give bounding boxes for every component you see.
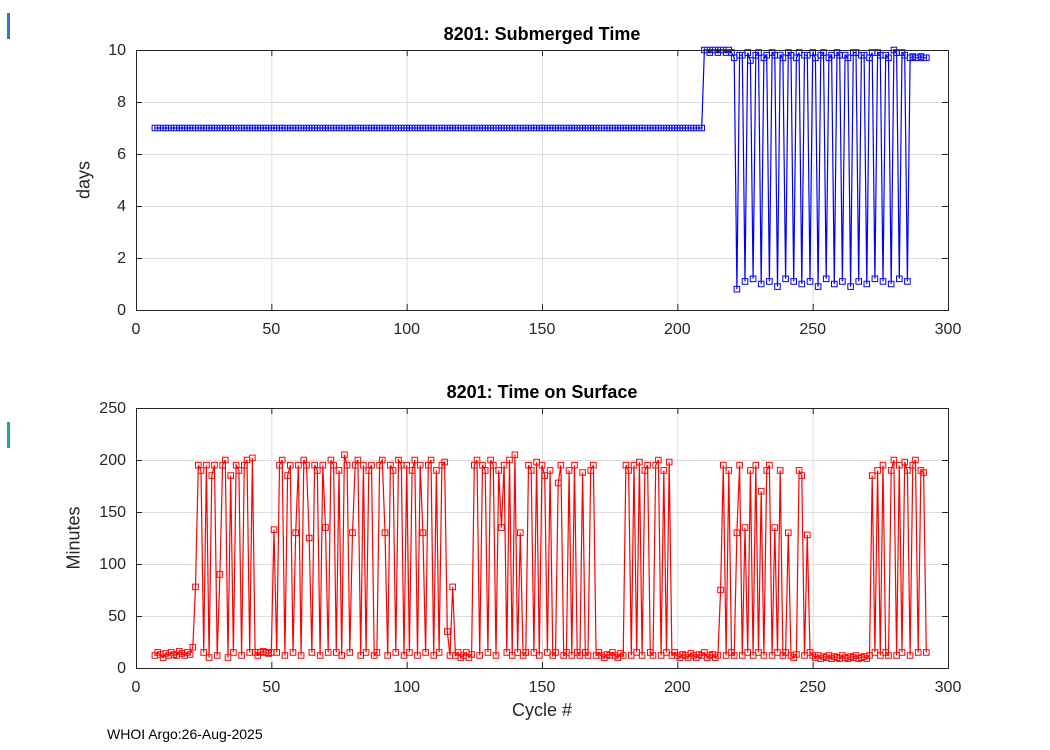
grid-lines [136,408,948,668]
x-tick-label: 100 [393,679,420,696]
x-tick-label: 300 [935,679,962,696]
y-tick-label: 4 [117,198,126,215]
x-tick-label: 200 [664,679,691,696]
time-on-surface-title: 8201: Time on Surface [446,382,638,402]
cycle-axis-label: Cycle # [511,700,573,720]
y-tick-label: 50 [108,608,126,625]
tick-marks [136,50,949,311]
tick-marks [136,408,949,669]
x-tick-label: 300 [935,321,962,338]
x-tick-label: 50 [262,321,280,338]
time-on-surface-plot: 0 50 100 150 200 250 300 0 50 100 150 200 250 [99,400,962,696]
y-tick-label: 8 [117,94,126,111]
submerged-time-ylabel: days [73,160,94,200]
y-tick-label: 10 [108,42,126,59]
y-tick-label: 6 [117,146,126,163]
x-tick-label: 100 [393,321,420,338]
y-tick-label: 2 [117,250,126,267]
x-tick-label: 50 [262,679,280,696]
y-tick-label: 100 [99,556,126,573]
y-tick-label: 200 [99,452,126,469]
submerged-time-series-markers [151,46,930,293]
submerged-time-plot: 0 50 100 150 200 250 300 0 2 4 6 8 10 [108,42,962,338]
x-tick-label: 250 [799,321,826,338]
x-tick-label: 150 [529,679,556,696]
screen-edge-artifact-middle [7,422,10,448]
time-on-surface-series-line [154,454,927,660]
screen-edge-artifact-top [7,13,10,39]
time-on-surface-series-markers [151,451,930,662]
y-tick-label: 0 [117,660,126,677]
submerged-time-title: 8201: Submerged Time [443,24,641,44]
y-tick-label: 150 [99,504,126,521]
x-tick-label: 150 [529,321,556,338]
x-tick-label: 200 [664,321,691,338]
x-tick-label: 0 [132,679,141,696]
submerged-time-series-line [154,48,927,290]
y-tick-label: 0 [117,302,126,319]
footer-annotation: WHOI Argo:26-Aug-2025 [107,726,263,742]
x-tick-label: 250 [799,679,826,696]
x-tick-label: 0 [132,321,141,338]
time-on-surface-ylabel: Minutes [63,506,84,570]
y-tick-label: 250 [99,400,126,417]
